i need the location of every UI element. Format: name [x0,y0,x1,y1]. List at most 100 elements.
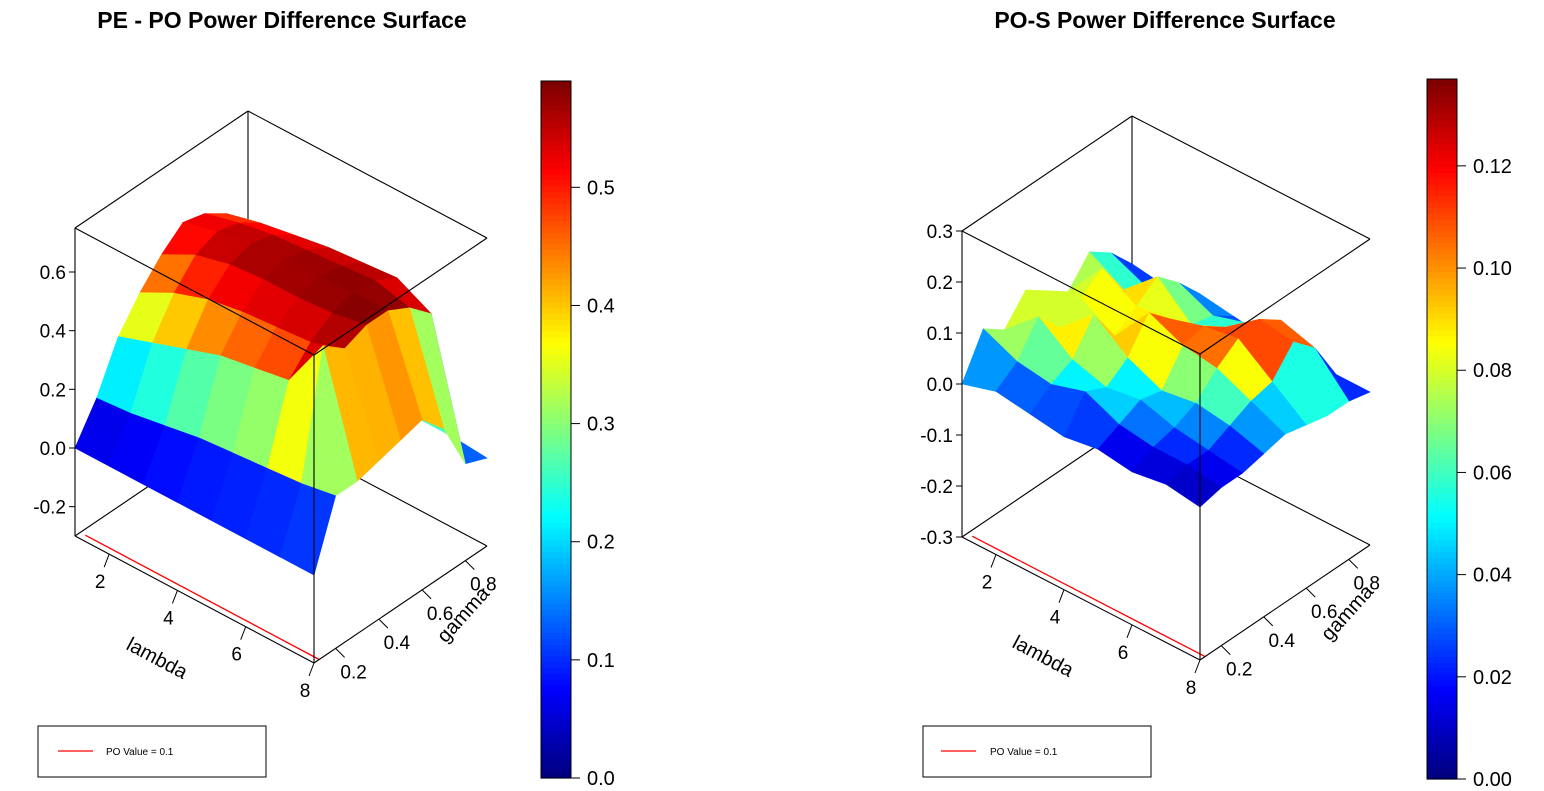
colorbar-cell [541,708,571,715]
colorbar-cell [1427,749,1457,757]
x-tick-label: 8 [1186,678,1197,699]
colorbar-cell [541,92,571,100]
colorbar-cell [1427,335,1457,343]
z-tick-label: 0.2 [40,380,66,401]
colorbar-cell [541,748,571,756]
legend-frame [922,725,1152,778]
colorbar-cell [541,202,571,210]
colorbar-cell [541,772,571,779]
colorbar-cell [541,388,571,396]
colorbar-cell [1427,656,1457,663]
colorbar-cell [1427,137,1457,144]
colorbar-cell [1427,744,1457,751]
colorbar-cell [541,673,571,680]
colorbar-cell [541,191,571,198]
colorbar-cell [1427,411,1457,418]
y-tick-label: 0.2 [1226,660,1252,681]
colorbar-cell [1427,219,1457,226]
colorbar-cell [1427,487,1457,494]
colorbar-cell [1427,364,1457,372]
colorbar-cell [541,324,571,332]
colorbar-tick-label: 0.02 [1473,667,1512,689]
colorbar-cell [1427,709,1457,716]
box-edge [74,110,249,229]
colorbar-cell [541,243,571,251]
colorbar-cell [541,626,571,634]
colorbar-cell [1427,195,1457,203]
colorbar-tick-label: 0.00 [1473,769,1512,791]
colorbar-cell [541,127,571,134]
y-tick-mark [465,560,475,570]
colorbar-cell [541,725,571,733]
colorbar-cell [541,284,571,291]
colorbar-cell [1427,143,1457,150]
z-tick-label: 0.2 [927,273,953,294]
colorbar-cell [1427,633,1457,640]
colorbar-cell [541,574,571,582]
colorbar-cell [1427,493,1457,500]
colorbar-cell [541,115,571,123]
colorbar-cell [1427,84,1457,92]
colorbar-cell [1427,394,1457,401]
colorbar-cell [541,760,571,767]
colorbar-cell [1427,96,1457,103]
colorbar-tick-label: 0.1 [587,650,615,672]
colorbar-tick-label: 0.2 [587,532,615,554]
colorbar-cell [541,475,571,483]
colorbar-cell [1427,230,1457,238]
colorbar-cell [541,423,571,431]
colorbar-cell [1427,662,1457,669]
colorbar-cell [1427,306,1457,313]
reference-line [85,534,320,661]
colorbar-cell [1427,201,1457,208]
colorbar-cell [1427,464,1457,471]
colorbar-cell [1427,102,1457,109]
colorbar-cell [1427,481,1457,488]
x-tick-mark [1126,624,1133,639]
box-edge [1199,544,1371,661]
colorbar-cell [541,493,571,500]
colorbar-cell [541,696,571,704]
colorbar-cell [541,313,571,320]
surface-mesh [961,251,1371,508]
colorbar-cell [1427,644,1457,652]
colorbar-cell [541,278,571,285]
colorbar-cell [1427,720,1457,728]
colorbar-cell [541,110,571,117]
box-edge [247,110,488,239]
colorbar-cell [541,534,571,541]
colorbar-cell [541,522,571,529]
colorbar: 0.00 0.02 0.04 0.06 0.08 0.10 0.12 [1426,78,1512,791]
colorbar-cell [1427,329,1457,337]
colorbar-cell [1427,254,1457,261]
colorbar-cell [1427,563,1457,570]
colorbar-cell [1427,353,1457,360]
colorbar-frame [1426,78,1458,780]
colorbar-cell [541,528,571,535]
colorbar-cell [1427,277,1457,284]
y-tick-mark [378,618,389,629]
colorbar-cell [1427,499,1457,506]
colorbar-cell [541,452,571,460]
colorbar-cell [1427,691,1457,698]
box-edge [961,115,1133,232]
colorbar-cell [1427,569,1457,576]
y-tick-mark [1305,587,1316,598]
colorbar-cell [541,226,571,233]
axis-ticks: -0.3 -0.2 -0.1 0.0 0.1 0.2 0.3 2 4 6 8 0.2 0.4 0.6 0.8 [920,222,1380,699]
colorbar-cell [1427,674,1457,681]
colorbar-cell [1427,119,1457,127]
box-edge [1131,115,1371,240]
colorbar-cell [541,255,571,262]
colorbar-cell [1427,312,1457,319]
colorbar-cell [1427,242,1457,249]
colorbar-cell [1427,714,1457,722]
colorbar-cell [1427,703,1457,710]
colorbar-cell [1427,627,1457,634]
colorbar-cell [1427,178,1457,185]
y-tick-label: 0.6 [427,604,453,625]
x-tick-mark [103,553,110,568]
colorbar-cell [541,586,571,593]
colorbar-cell [1427,773,1457,780]
colorbar-cell [1427,154,1457,162]
